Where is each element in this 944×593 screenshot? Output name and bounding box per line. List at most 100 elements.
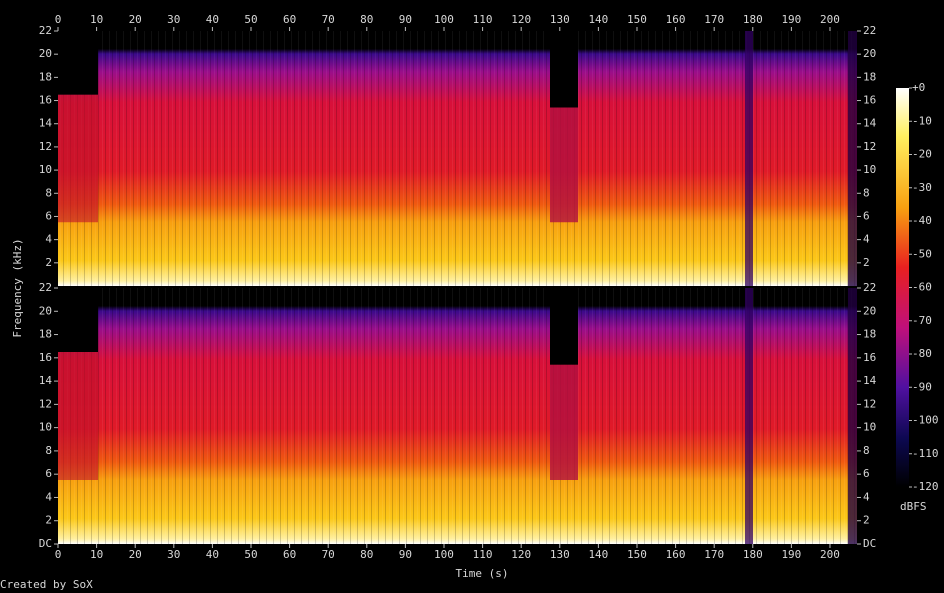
x-tick-label: 0 [55, 548, 62, 561]
y-tick-label: 8 [863, 186, 870, 199]
x-tick-label: 0 [55, 13, 62, 26]
y-tick-label: 4 [45, 233, 52, 246]
x-tick-label: 170 [704, 13, 724, 26]
y-tick-label: 20 [39, 304, 52, 317]
spectrogram-dark [58, 288, 98, 352]
y-tick-label: 16 [39, 94, 52, 107]
colorbar-tick-label: -70 [912, 314, 932, 327]
colorbar-tick-label: -80 [912, 347, 932, 360]
x-tick-label: 60 [283, 548, 296, 561]
x-tick-label: 60 [283, 13, 296, 26]
y-tick-label: 20 [863, 47, 876, 60]
y-tick-label: 12 [863, 140, 876, 153]
spectrogram-dark [58, 94, 98, 223]
x-tick-label: 200 [820, 13, 840, 26]
spectrogram-gap [550, 107, 578, 223]
x-tick-label: 120 [511, 548, 531, 561]
y-tick-label: 6 [45, 209, 52, 222]
colorbar-tick-label: -110 [912, 447, 939, 460]
x-tick-label: 10 [90, 548, 103, 561]
y-tick-label: 8 [863, 444, 870, 457]
y-tick-label: DC [863, 537, 876, 550]
y-tick-label: 12 [39, 140, 52, 153]
y-tick-label: 14 [863, 117, 877, 130]
y-tick-label: 20 [39, 47, 52, 60]
y-tick-label: 16 [39, 351, 52, 364]
colorbar-tick-label: -90 [912, 380, 932, 393]
x-tick-label: 50 [244, 13, 257, 26]
x-tick-label: 140 [588, 548, 608, 561]
x-tick-label: 140 [588, 13, 608, 26]
x-tick-label: 30 [167, 13, 180, 26]
spectrogram-edge [848, 288, 857, 544]
spectrogram-gap [550, 288, 578, 365]
y-tick-label: 20 [863, 304, 876, 317]
colorbar-tick-label: +0 [912, 81, 925, 94]
y-tick-label: 22 [39, 24, 52, 37]
y-tick-label: 8 [45, 444, 52, 457]
x-tick-label: 190 [781, 13, 801, 26]
y-tick-label: 8 [45, 186, 52, 199]
x-tick-label: 190 [781, 548, 801, 561]
y-tick-label: 12 [39, 397, 52, 410]
spectrogram-texture [58, 31, 857, 286]
y-tick-label: 6 [863, 209, 870, 222]
x-tick-label: 120 [511, 13, 531, 26]
x-tick-label: 80 [360, 13, 373, 26]
y-tick-label: 2 [863, 514, 870, 527]
y-tick-label: 10 [863, 421, 876, 434]
y-tick-label: 18 [39, 328, 52, 341]
y-tick-label: 10 [863, 163, 876, 176]
y-tick-label: 4 [45, 490, 52, 503]
y-tick-label: 18 [863, 328, 876, 341]
spectrogram-gap [550, 364, 578, 480]
y-tick-label: 2 [45, 514, 52, 527]
y-tick-label: 10 [39, 163, 52, 176]
y-tick-label: 12 [863, 397, 876, 410]
x-tick-label: 90 [399, 548, 412, 561]
y-tick-label: 18 [863, 70, 876, 83]
y-tick-label: 22 [39, 281, 52, 294]
colorbar [896, 88, 909, 487]
spectrogram-texture [58, 288, 857, 544]
x-tick-label: 130 [550, 548, 570, 561]
y-tick-label: 6 [45, 467, 52, 480]
x-tick-label: 160 [666, 13, 686, 26]
spectrogram-dark [58, 352, 98, 480]
spectrogram-dark [58, 31, 98, 95]
x-tick-label: 10 [90, 13, 103, 26]
x-tick-label: 20 [129, 13, 142, 26]
x-tick-label: 200 [820, 548, 840, 561]
y-tick-label: 22 [863, 281, 876, 294]
y-tick-label: 14 [39, 374, 53, 387]
y-axis-label: Frequency (kHz) [11, 238, 24, 337]
x-tick-label: 30 [167, 548, 180, 561]
x-tick-label: 20 [129, 548, 142, 561]
colorbar-tick-label: -20 [912, 148, 932, 161]
spectrogram-stripe [745, 288, 753, 544]
x-tick-label: 100 [434, 548, 454, 561]
x-tick-label: 90 [399, 13, 412, 26]
x-tick-label: 80 [360, 548, 373, 561]
y-tick-label: 2 [45, 256, 52, 269]
x-tick-label: 170 [704, 548, 724, 561]
x-tick-label: 160 [666, 548, 686, 561]
x-tick-label: 70 [322, 13, 335, 26]
y-tick-label: 10 [39, 421, 52, 434]
y-tick-label: 4 [863, 233, 870, 246]
colorbar-tick-label: -30 [912, 181, 932, 194]
x-tick-label: 110 [473, 13, 493, 26]
x-tick-label: 130 [550, 13, 570, 26]
y-tick-label: 14 [863, 374, 877, 387]
x-tick-label: 40 [206, 548, 219, 561]
x-tick-label: 150 [627, 13, 647, 26]
y-tick-label: 16 [863, 351, 876, 364]
y-tick-label: 4 [863, 490, 870, 503]
x-tick-label: 70 [322, 548, 335, 561]
x-tick-label: 100 [434, 13, 454, 26]
colorbar-tick-label: -120 [912, 480, 939, 493]
y-tick-label: 22 [863, 24, 876, 37]
y-tick-label: 16 [863, 94, 876, 107]
spectrogram-stripe [745, 31, 753, 286]
